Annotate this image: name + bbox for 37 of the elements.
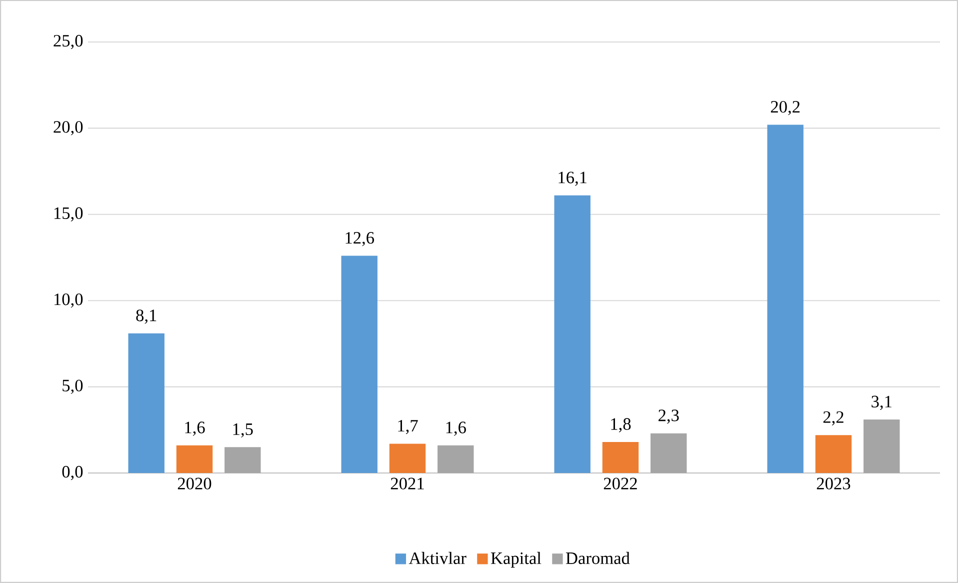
bar [602,442,639,474]
data-label: 1,8 [611,418,631,432]
y-tick-label: 25,0 [54,34,83,50]
data-label: 1,6 [446,422,466,436]
bar [438,445,474,474]
data-label: 2,3 [658,410,679,424]
legend-label: Kapital [490,552,542,568]
data-label: 12,6 [346,232,374,246]
bar [650,433,687,474]
bar [389,444,426,474]
bar [341,256,378,474]
bar [224,447,261,474]
bar [176,445,213,474]
data-label: 1,6 [185,422,205,436]
y-tick-label: 5,0 [62,380,83,394]
legend-label: Aktivlar [408,552,466,564]
x-tick-label: 2023 [816,478,850,490]
y-tick-label: 0,0 [62,466,83,480]
data-label: 20,2 [770,100,800,116]
data-label: 1,7 [398,420,418,434]
data-label: 16,1 [558,172,586,186]
bar [554,195,590,474]
data-label: 2,2 [823,411,844,426]
y-tick-label: 10,0 [54,294,83,308]
data-label: 3,1 [872,396,892,410]
bar [128,333,164,474]
bar [815,435,852,474]
y-tick-label: 15,0 [54,207,83,222]
y-tick-label: 20,0 [54,121,83,136]
data-label: 1,5 [233,423,253,438]
bar [864,420,900,474]
x-tick-label: 2021 [390,478,424,490]
data-label: 8,1 [136,310,156,324]
legend-label: Daromad [566,552,630,564]
x-tick-label: 2022 [604,478,637,490]
x-tick-label: 2020 [178,478,212,490]
bar [767,124,804,474]
